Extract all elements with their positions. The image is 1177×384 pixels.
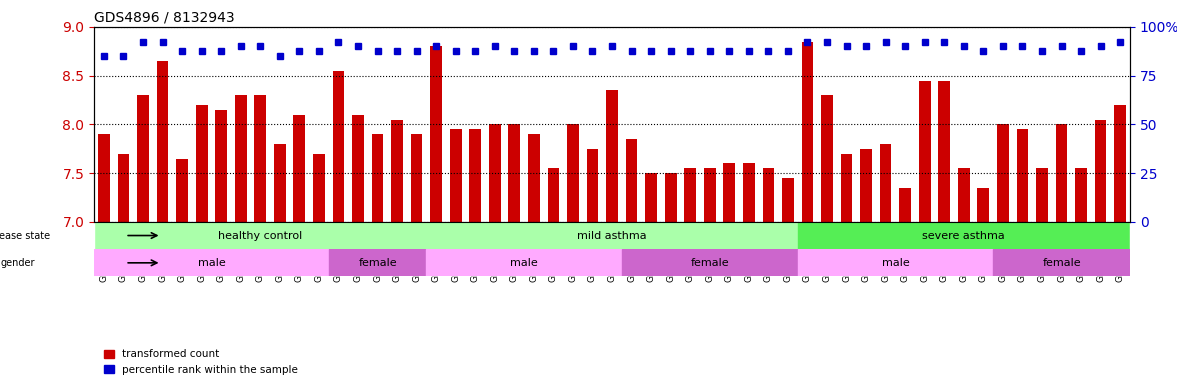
Bar [157,61,168,222]
Bar [1056,124,1068,222]
Bar [606,90,618,222]
Bar [333,71,345,222]
Bar [860,149,872,222]
Bar [977,188,989,222]
Text: healthy control: healthy control [218,230,302,240]
Bar [138,95,148,222]
Bar [626,139,638,222]
Bar [997,124,1009,222]
Text: female: female [691,258,729,268]
Bar [426,222,798,249]
Bar [586,149,598,222]
Bar [94,222,426,249]
Bar [621,249,798,276]
Bar [431,46,443,222]
Bar [98,134,109,222]
Bar [411,134,423,222]
Bar [938,81,950,222]
Bar [426,249,621,276]
Bar [547,168,559,222]
Y-axis label: disease state: disease state [0,230,51,240]
Bar [235,95,247,222]
Bar [1017,129,1029,222]
Bar [1095,119,1106,222]
Bar [899,188,911,222]
Legend: transformed count, percentile rank within the sample: transformed count, percentile rank withi… [99,345,302,379]
Bar [372,134,384,222]
Bar [254,95,266,222]
Bar [94,249,328,276]
Bar [879,144,891,222]
Bar [724,163,736,222]
Bar [684,168,696,222]
Bar [328,249,426,276]
Text: female: female [1042,258,1080,268]
Bar [470,129,481,222]
Bar [665,173,677,222]
Bar [802,41,813,222]
Bar [293,115,305,222]
Bar [1115,105,1126,222]
Bar [313,154,325,222]
Bar [215,110,227,222]
Bar [528,134,540,222]
Bar [822,95,833,222]
Text: male: male [510,258,538,268]
Bar [958,168,970,222]
Text: severe asthma: severe asthma [923,230,1005,240]
Bar [567,124,579,222]
Bar [352,115,364,222]
Bar [743,163,754,222]
Bar [704,168,716,222]
Bar [195,105,207,222]
Bar [1036,168,1048,222]
Bar [919,81,931,222]
Bar [645,173,657,222]
Bar [993,249,1130,276]
Bar [798,249,993,276]
Text: mild asthma: mild asthma [577,230,647,240]
Bar [840,154,852,222]
Bar [391,119,403,222]
Text: male: male [198,258,225,268]
Bar [763,168,774,222]
Text: female: female [358,258,397,268]
Bar [488,124,500,222]
Bar [782,178,793,222]
Text: GDS4896 / 8132943: GDS4896 / 8132943 [94,10,234,24]
Bar [177,159,188,222]
Bar [1076,168,1086,222]
Bar [274,144,286,222]
Bar [450,129,461,222]
Bar [508,124,520,222]
Bar [798,222,1130,249]
Y-axis label: gender: gender [0,258,35,268]
Text: male: male [882,258,910,268]
Bar [118,154,129,222]
